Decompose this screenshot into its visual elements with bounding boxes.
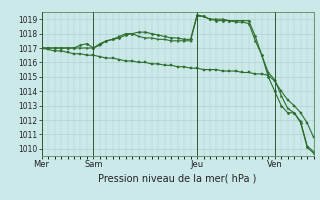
X-axis label: Pression niveau de la mer( hPa ): Pression niveau de la mer( hPa ) [99, 173, 257, 183]
